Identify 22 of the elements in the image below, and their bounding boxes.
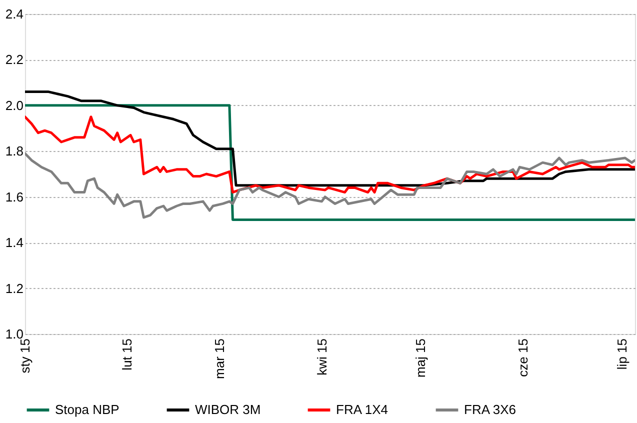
legend-label: FRA 3X6 xyxy=(464,402,516,417)
x-tick-label: sty 15 xyxy=(18,338,32,374)
x-tick-label: lut 15 xyxy=(120,338,135,370)
x-tick-label: lip 15 xyxy=(614,338,630,370)
y-tick-label: 1.8 xyxy=(5,144,24,159)
line-series xyxy=(25,90,635,187)
legend-label: Stopa NBP xyxy=(55,402,120,417)
x-tick-label: cze 15 xyxy=(515,338,530,377)
legend-label: WIBOR 3M xyxy=(195,402,261,417)
legend-label: FRA 1X4 xyxy=(336,402,388,417)
y-tick-label: 2.2 xyxy=(5,52,24,68)
line-series xyxy=(25,152,635,219)
y-tick-label: 2.4 xyxy=(5,6,24,22)
y-tick-label: 1.2 xyxy=(5,280,24,296)
x-tick-label: maj 15 xyxy=(413,338,428,378)
y-tick-label: 1.0 xyxy=(5,326,24,342)
y-tick-label: 1.6 xyxy=(5,189,24,204)
y-tick-label: 1.4 xyxy=(5,235,24,250)
x-tick-label: mar 15 xyxy=(212,338,228,379)
y-tick-label: 2.0 xyxy=(5,98,24,113)
x-tick-label: kwi 15 xyxy=(314,338,330,376)
line-series xyxy=(25,116,635,194)
